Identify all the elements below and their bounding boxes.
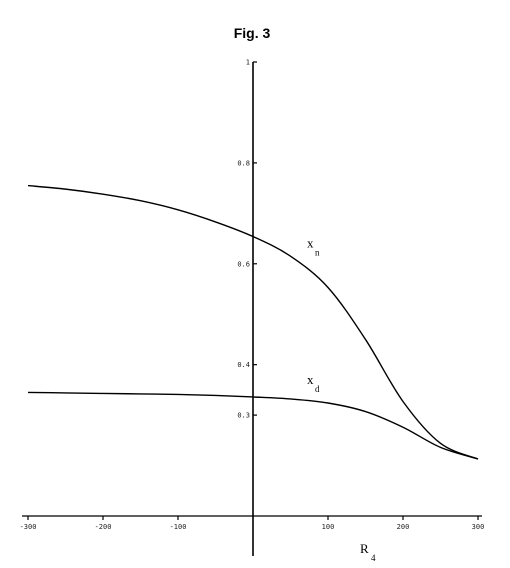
y-ticks: 0.3 0.4 0.6 0.8 1 <box>237 59 257 420</box>
chart-title: Fig. 3 <box>234 25 271 41</box>
svg-text:4: 4 <box>371 553 376 563</box>
series-line-xn <box>27 184 479 460</box>
svg-text:x: x <box>307 236 314 251</box>
x-tick-label: -100 <box>170 523 187 531</box>
x-tick-label: -300 <box>20 523 37 531</box>
y-tick-label: 0.8 <box>237 159 250 167</box>
y-tick-label: 1 <box>246 59 250 67</box>
svg-text:R: R <box>360 541 369 556</box>
x-tick-label: -200 <box>95 523 112 531</box>
series-lines <box>27 184 479 460</box>
svg-text:d: d <box>315 384 320 394</box>
x-tick-label: 200 <box>397 523 410 531</box>
series-line-xd <box>27 391 479 460</box>
x-ticks: -300 -200 -100 100 200 300 <box>20 516 485 531</box>
axes <box>22 62 482 556</box>
x-tick-label: 300 <box>472 523 485 531</box>
series-label-xd: xd <box>307 372 320 394</box>
svg-text:n: n <box>315 248 320 258</box>
series-label-xn: xn <box>307 236 320 258</box>
x-axis-label: R 4 <box>360 541 376 563</box>
y-tick-label: 0.4 <box>237 361 250 369</box>
svg-text:x: x <box>307 372 314 387</box>
y-tick-label: 0.3 <box>237 412 250 420</box>
y-tick-label: 0.6 <box>237 260 250 268</box>
x-tick-label: 100 <box>322 523 335 531</box>
